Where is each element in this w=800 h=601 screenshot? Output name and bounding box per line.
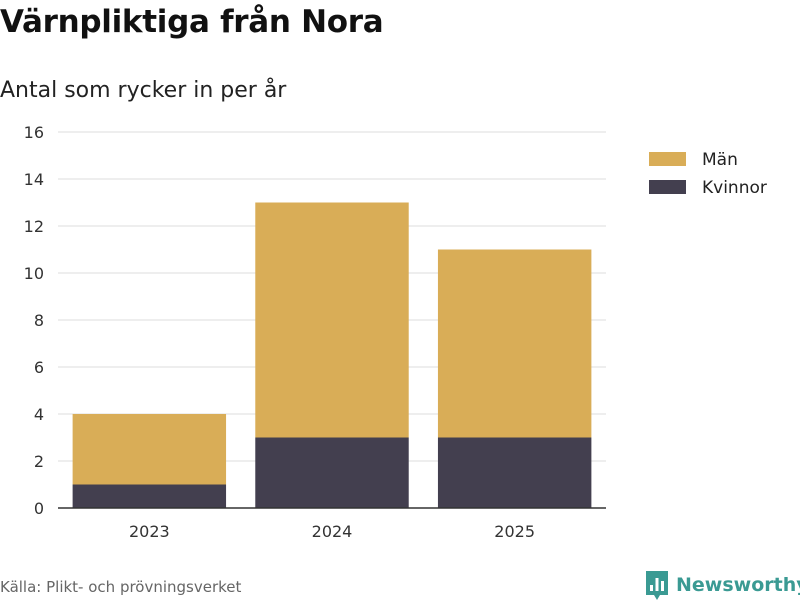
y-tick-label: 10 — [24, 264, 44, 283]
newsworthy-logo: Newsworthy — [644, 569, 800, 601]
y-tick-label: 14 — [24, 170, 44, 189]
x-tick-label: 2023 — [129, 522, 170, 541]
y-axis-ticks: 0 2 4 6 8 10 12 14 16 — [24, 123, 44, 518]
x-axis-ticks: 2023 2024 2025 — [129, 522, 535, 541]
bar-chart-speech-bubble-icon — [646, 571, 668, 600]
chart-subtitle: Antal som rycker in per år — [0, 78, 287, 103]
bar-män-2024 — [255, 202, 409, 438]
y-tick-label: 16 — [24, 123, 44, 142]
legend-label-kvinnor: Kvinnor — [702, 178, 767, 198]
y-tick-label: 12 — [24, 217, 44, 236]
legend: Män Kvinnor — [649, 150, 767, 198]
bar-män-2023 — [72, 414, 227, 485]
y-tick-label: 6 — [34, 358, 44, 377]
bar-kvinnor-2025 — [437, 437, 592, 508]
y-tick-label: 2 — [34, 452, 44, 471]
bar-män-2025 — [437, 249, 592, 438]
bar-kvinnor-2024 — [255, 437, 409, 508]
y-tick-label: 4 — [34, 405, 44, 424]
source-note: Källa: Plikt- och prövningsverket — [0, 578, 242, 596]
bar-kvinnor-2023 — [72, 484, 227, 508]
y-tick-label: 8 — [34, 311, 44, 330]
y-tick-label: 0 — [34, 499, 44, 518]
chart-title: Värnpliktiga från Nora — [0, 4, 384, 40]
logo-text: Newsworthy — [676, 574, 800, 596]
legend-swatch-kvinnor — [649, 180, 686, 194]
x-tick-label: 2025 — [494, 522, 535, 541]
bars — [72, 202, 592, 508]
x-tick-label: 2024 — [312, 522, 353, 541]
legend-label-män: Män — [702, 150, 738, 170]
legend-swatch-män — [649, 152, 686, 166]
